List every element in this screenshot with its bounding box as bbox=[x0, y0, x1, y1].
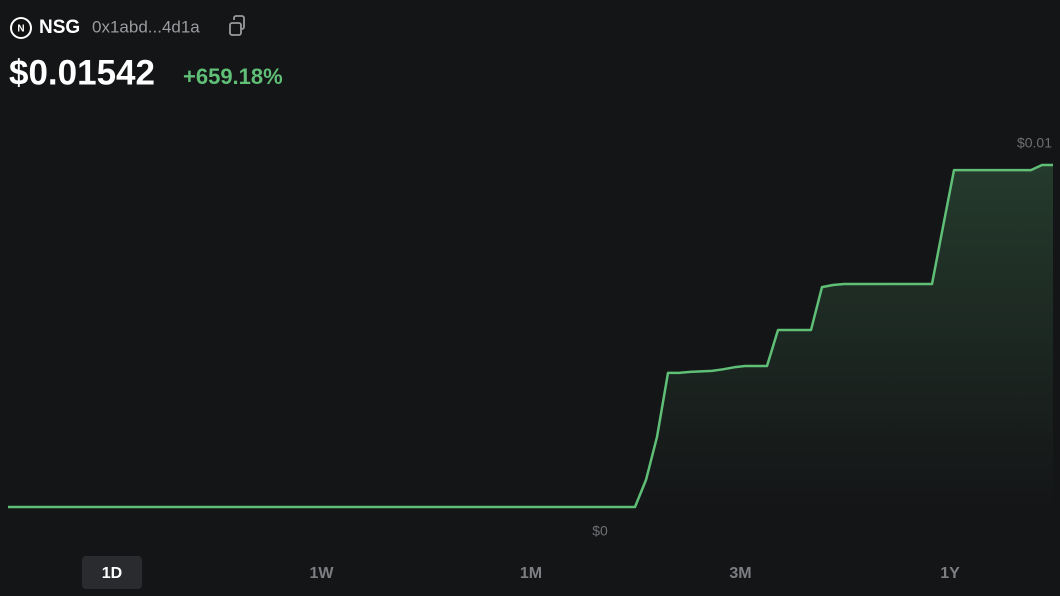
tab-label[interactable]: 1Y bbox=[940, 565, 960, 582]
timeframe-tab[interactable]: 1W bbox=[310, 565, 335, 582]
timeframe-tab[interactable]: 1D bbox=[82, 556, 142, 589]
price-area bbox=[8, 165, 1053, 507]
logo-inner bbox=[12, 19, 30, 37]
timeframe-tab[interactable]: 1M bbox=[520, 565, 542, 582]
tab-label[interactable]: 1W bbox=[310, 565, 335, 582]
price-line bbox=[8, 163, 1053, 509]
tab-label[interactable]: 1M bbox=[520, 565, 542, 582]
y-extreme-label: $0.01 bbox=[1017, 135, 1052, 151]
timeframe-tab[interactable]: 3M bbox=[729, 565, 751, 582]
tab-label[interactable]: 1D bbox=[102, 565, 122, 582]
timeframe-tab[interactable]: 1Y bbox=[940, 565, 960, 582]
token-address: 0x1abd...4d1a bbox=[92, 17, 200, 36]
timeframe-tabs: 1D 1W 1M 3M 1Y bbox=[82, 556, 960, 589]
y-extreme-label: $0 bbox=[592, 523, 608, 539]
token-symbol: NSG bbox=[39, 17, 80, 38]
price-chart: $0.01 $0 bbox=[8, 135, 1053, 539]
price-change: +659.18% bbox=[183, 64, 283, 89]
copy-icon[interactable] bbox=[229, 15, 245, 36]
tab-label[interactable]: 3M bbox=[729, 565, 751, 582]
tab-highlight bbox=[82, 556, 142, 589]
price: $0.01542 bbox=[9, 53, 155, 92]
logo-letter: N bbox=[17, 24, 24, 35]
